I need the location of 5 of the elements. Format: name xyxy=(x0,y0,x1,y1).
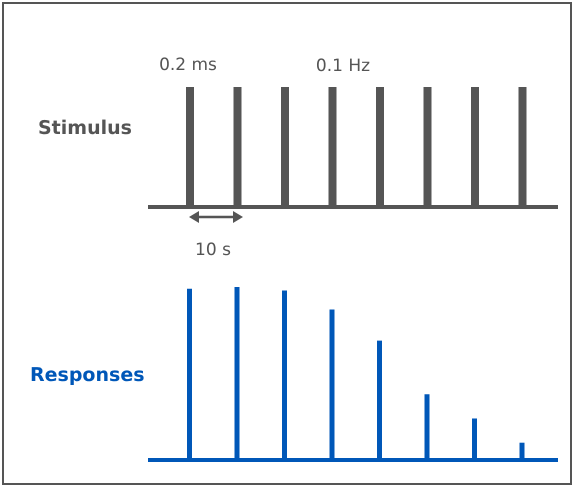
text: 0.1 Hz xyxy=(314,56,372,76)
y-axis-title: Stimulus xyxy=(38,117,132,139)
text: 10 s xyxy=(194,240,232,260)
text: 0.2 ms xyxy=(158,55,218,75)
y-axis-title: Responses xyxy=(30,364,145,386)
